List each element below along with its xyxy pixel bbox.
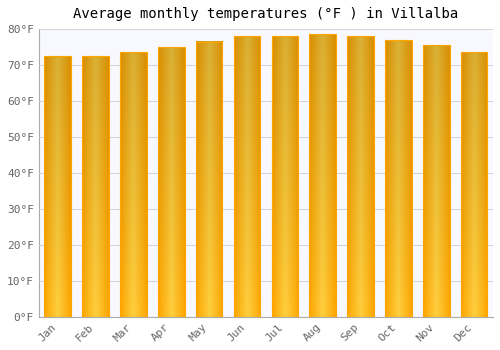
Bar: [82, 56, 109, 317]
Bar: [44, 56, 71, 317]
Bar: [158, 47, 184, 317]
Title: Average monthly temperatures (°F ) in Villalba: Average monthly temperatures (°F ) in Vi…: [74, 7, 458, 21]
Bar: [348, 36, 374, 317]
Bar: [272, 36, 298, 317]
Bar: [310, 34, 336, 317]
Bar: [461, 52, 487, 317]
Bar: [196, 42, 222, 317]
Bar: [423, 45, 450, 317]
Bar: [120, 52, 146, 317]
Bar: [234, 36, 260, 317]
Bar: [385, 40, 411, 317]
